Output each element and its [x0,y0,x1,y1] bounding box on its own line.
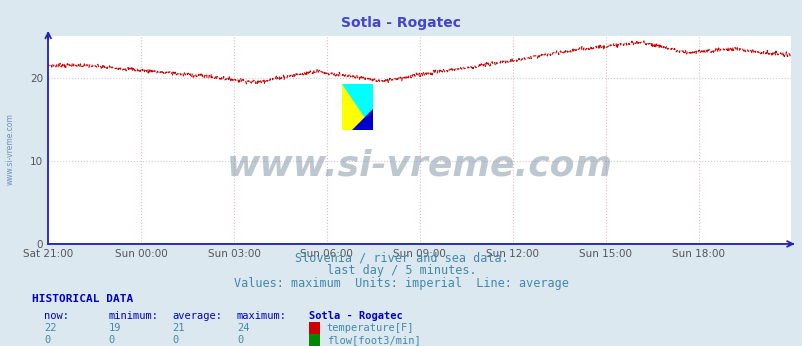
Text: 19: 19 [108,323,121,333]
Text: 21: 21 [172,323,185,333]
Polygon shape [352,109,372,130]
Text: temperature[F]: temperature[F] [326,323,414,333]
Text: Slovenia / river and sea data.: Slovenia / river and sea data. [294,251,508,264]
Text: Values: maximum  Units: imperial  Line: average: Values: maximum Units: imperial Line: av… [233,276,569,290]
Text: flow[foot3/min]: flow[foot3/min] [326,335,420,345]
Text: 0: 0 [237,335,243,345]
Text: Sotla - Rogatec: Sotla - Rogatec [341,16,461,29]
Text: www.si-vreme.com: www.si-vreme.com [6,113,14,185]
Text: 0: 0 [108,335,115,345]
Text: minimum:: minimum: [108,311,158,320]
Text: 0: 0 [44,335,51,345]
Text: 24: 24 [237,323,249,333]
Text: 22: 22 [44,323,57,333]
Text: last day / 5 minutes.: last day / 5 minutes. [326,264,476,277]
Text: Sotla - Rogatec: Sotla - Rogatec [309,311,403,320]
Text: HISTORICAL DATA: HISTORICAL DATA [32,294,133,304]
Text: average:: average: [172,311,222,320]
Text: maximum:: maximum: [237,311,286,320]
Text: now:: now: [44,311,69,320]
Text: 0: 0 [172,335,179,345]
Polygon shape [341,84,372,130]
FancyBboxPatch shape [341,84,372,130]
Text: www.si-vreme.com: www.si-vreme.com [226,148,612,182]
